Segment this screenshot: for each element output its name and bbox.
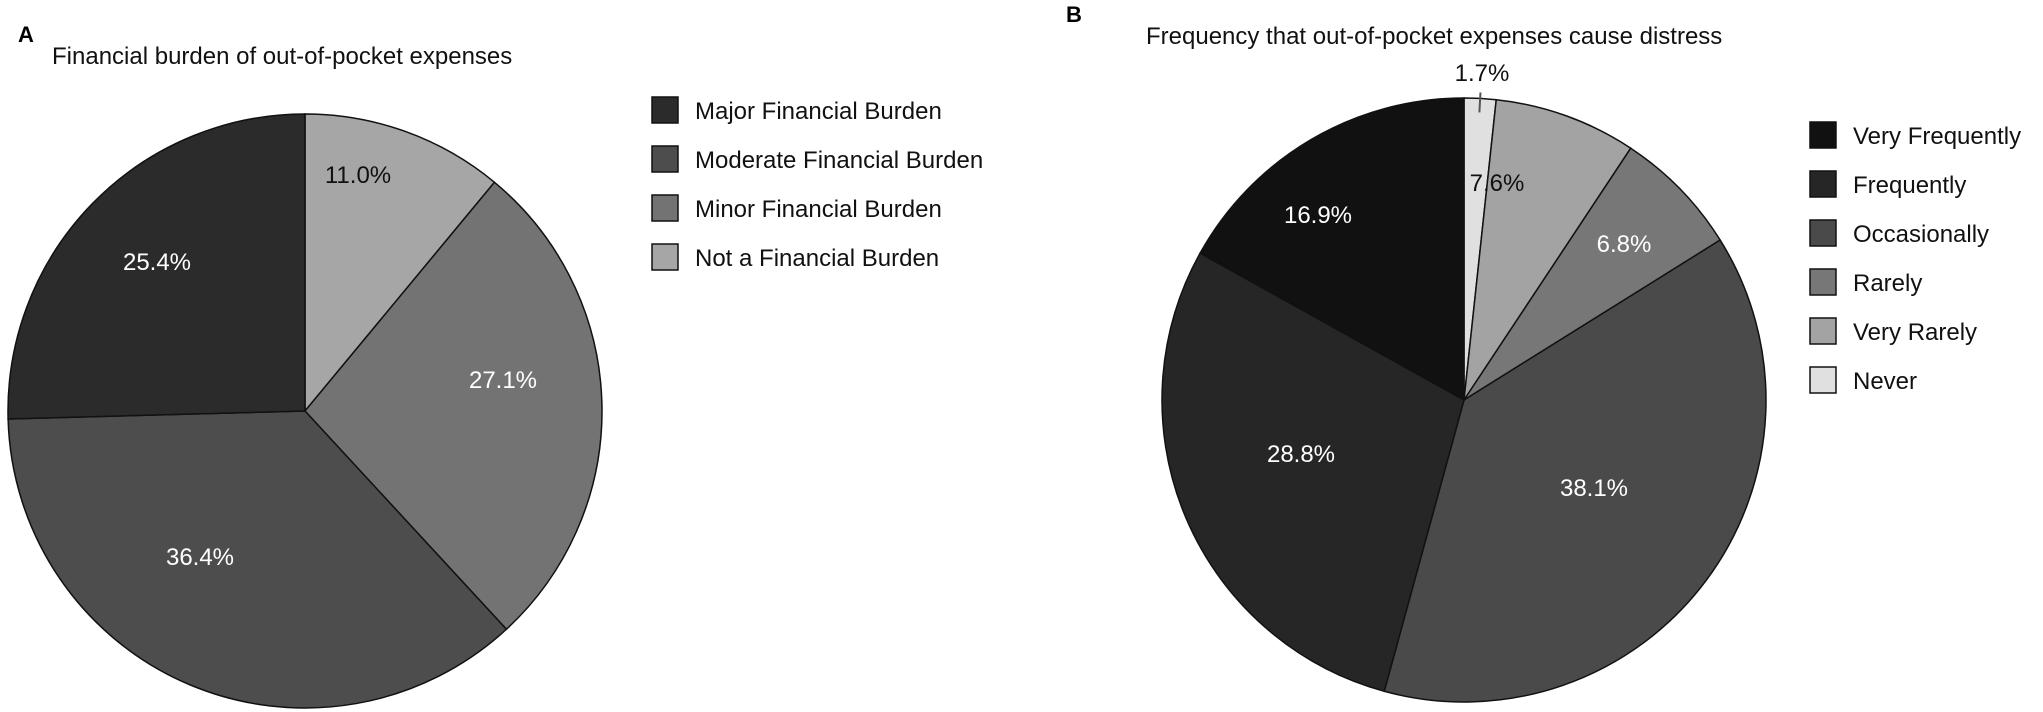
panel-b-slice-labels: 1.7% 7.6% 6.8% 38.1% 28.8% 16.9% bbox=[1267, 60, 1651, 502]
panel-b-pie-chart: B Frequency that out-of-pocket expenses … bbox=[1066, 2, 2021, 703]
panel-b-letter: B bbox=[1066, 2, 1082, 27]
legend-swatch bbox=[1809, 121, 1837, 149]
slice-value-label: 11.0% bbox=[325, 162, 391, 189]
legend-swatch bbox=[651, 145, 679, 173]
legend-swatch bbox=[1809, 268, 1837, 296]
slice-value-label: 36.4% bbox=[166, 544, 234, 571]
panel-a-title: Financial burden of out-of-pocket expens… bbox=[52, 43, 512, 70]
legend-swatch bbox=[1809, 170, 1837, 198]
panel-a-slices bbox=[7, 113, 603, 709]
legend-swatch bbox=[651, 243, 679, 271]
slice-value-label: 27.1% bbox=[469, 367, 537, 394]
slice-value-label: 7.6% bbox=[1470, 170, 1525, 197]
slice-value-label: 6.8% bbox=[1597, 231, 1652, 258]
pie-slice-very-rarely bbox=[1463, 98, 1632, 401]
pie-slice-very-frequently bbox=[1199, 97, 1465, 402]
legend-swatch bbox=[1809, 366, 1837, 394]
pie-slice-major-financial-burden bbox=[7, 113, 306, 420]
pie-slice-minor-financial-burden bbox=[304, 181, 603, 631]
legend-label: Minor Financial Burden bbox=[695, 196, 942, 223]
slice-value-label: 25.4% bbox=[123, 249, 191, 276]
legend-swatch bbox=[651, 194, 679, 222]
pie-slice-moderate-financial-burden bbox=[7, 410, 508, 709]
panel-a-slice-labels: 11.0% 27.1% 36.4% 25.4% bbox=[123, 162, 537, 571]
panel-a-letter: A bbox=[18, 22, 34, 47]
panel-a-pie-chart: A Financial burden of out-of-pocket expe… bbox=[7, 22, 983, 709]
legend-swatch bbox=[1809, 317, 1837, 345]
legend-swatch bbox=[651, 96, 679, 124]
panel-a-legend: Major Financial Burden Moderate Financial… bbox=[651, 96, 983, 272]
pie-slice-occasionally bbox=[1383, 239, 1767, 703]
slice-value-label: 1.7% bbox=[1455, 60, 1510, 87]
slice-value-label: 16.9% bbox=[1284, 202, 1352, 229]
legend-label: Occasionally bbox=[1853, 221, 1989, 248]
legend-label: Frequently bbox=[1853, 172, 1966, 199]
legend-swatch bbox=[1809, 219, 1837, 247]
legend-label: Major Financial Burden bbox=[695, 98, 942, 125]
pie-slice-rarely bbox=[1463, 147, 1722, 401]
legend-label: Never bbox=[1853, 368, 1917, 395]
legend-label: Rarely bbox=[1853, 270, 1922, 297]
pie-slice-leader-line bbox=[1478, 92, 1482, 113]
slice-value-label: 28.8% bbox=[1267, 441, 1335, 468]
pie-slice-frequently bbox=[1161, 252, 1465, 693]
pie-slice-not-a-financial-burden bbox=[304, 113, 496, 414]
legend-label: Not a Financial Burden bbox=[695, 245, 939, 272]
legend-label: Very Frequently bbox=[1853, 123, 2021, 150]
legend-label: Moderate Financial Burden bbox=[695, 147, 983, 174]
legend-label: Very Rarely bbox=[1853, 319, 1977, 346]
panel-b-legend: Very Frequently Frequently Occasionally Rar… bbox=[1809, 121, 2021, 395]
slice-value-label: 38.1% bbox=[1560, 475, 1628, 502]
panel-b-title: Frequency that out-of-pocket expenses ca… bbox=[1146, 23, 1722, 50]
panel-b-slices bbox=[1161, 92, 1767, 703]
